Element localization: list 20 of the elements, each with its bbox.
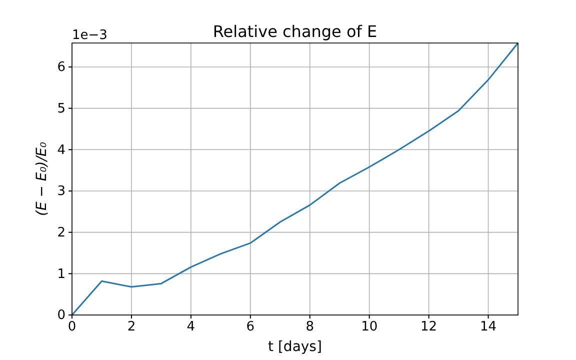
x-tick-label: 2 [127, 320, 136, 335]
y-tick-label: 0 [57, 308, 66, 324]
y-axis-title: (E − E₀)/E₀ [34, 142, 50, 216]
x-tick-label: 4 [186, 320, 196, 335]
y-tick-label: 2 [57, 225, 66, 240]
x-axis-title: t [days] [268, 339, 322, 355]
x-tick-label: 14 [480, 320, 497, 335]
x-tick-label: 10 [361, 320, 378, 335]
x-tick-label: 12 [420, 320, 438, 335]
chart-title: Relative change of E [212, 22, 378, 41]
y-tick-label: 1 [57, 266, 66, 282]
text: 1e−3 [72, 28, 108, 43]
y-tick-label: 4 [57, 142, 66, 158]
x-tick-label: 8 [306, 320, 314, 335]
x-tick-label: 0 [68, 320, 76, 335]
y-tick-label: 3 [57, 184, 66, 200]
x-tick-label: 6 [246, 320, 255, 335]
y-tick-label: 6 [57, 60, 66, 76]
line-series [71, 42, 519, 316]
y-tick-label: 5 [57, 101, 66, 116]
